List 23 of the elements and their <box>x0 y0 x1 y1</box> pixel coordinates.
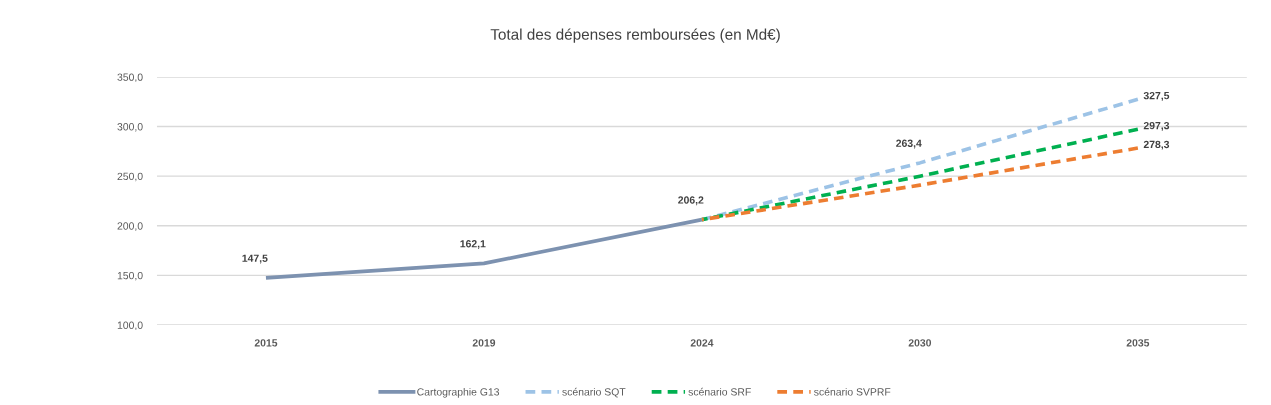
data-label: 327,5 <box>1143 91 1170 101</box>
legend-label: scénario SQT <box>562 387 626 398</box>
x-tick-label: 2030 <box>908 339 932 347</box>
legend-label: scénario SRF <box>688 387 751 396</box>
y-tick-label: 300,0 <box>117 123 143 132</box>
x-tick-label: 2024 <box>690 339 714 347</box>
data-label: 147,5 <box>242 254 268 264</box>
data-label: 297,3 <box>1143 121 1170 131</box>
x-tick-label: 2035 <box>1126 339 1150 347</box>
y-tick-label: 350,0 <box>117 73 143 83</box>
data-label: 162,1 <box>460 240 486 249</box>
legend-label: scénario SVPRF <box>814 387 891 396</box>
chart-title: Total des dépenses remboursées (en Md€) <box>490 28 780 43</box>
y-tick-label: 100,0 <box>117 321 143 331</box>
data-label: 278,3 <box>1143 140 1170 150</box>
y-tick-label: 200,0 <box>117 222 143 231</box>
y-tick-label: 150,0 <box>117 271 143 281</box>
data-label: 206,2 <box>678 196 704 206</box>
legend-label: Cartographie G13 <box>417 387 500 398</box>
x-tick-label: 2019 <box>472 339 496 347</box>
y-tick-label: 250,0 <box>117 172 143 182</box>
x-tick-label: 2015 <box>254 339 278 347</box>
data-label: 263,4 <box>896 139 922 149</box>
